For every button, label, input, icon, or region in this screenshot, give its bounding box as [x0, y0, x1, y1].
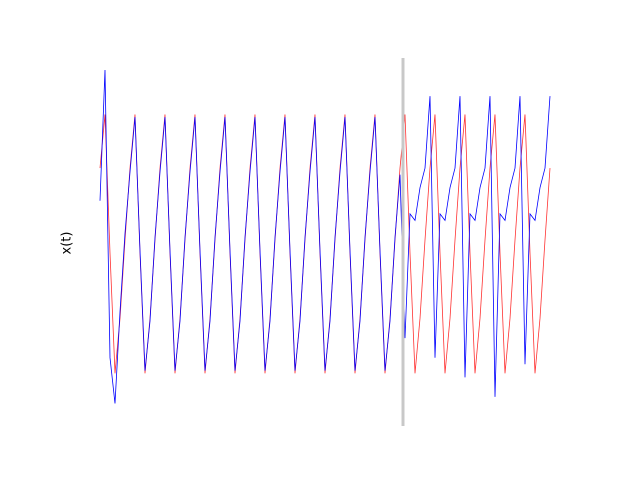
series-line	[99, 114, 551, 374]
series-line	[99, 69, 551, 404]
y-axis-label: x(t)	[60, 232, 75, 255]
